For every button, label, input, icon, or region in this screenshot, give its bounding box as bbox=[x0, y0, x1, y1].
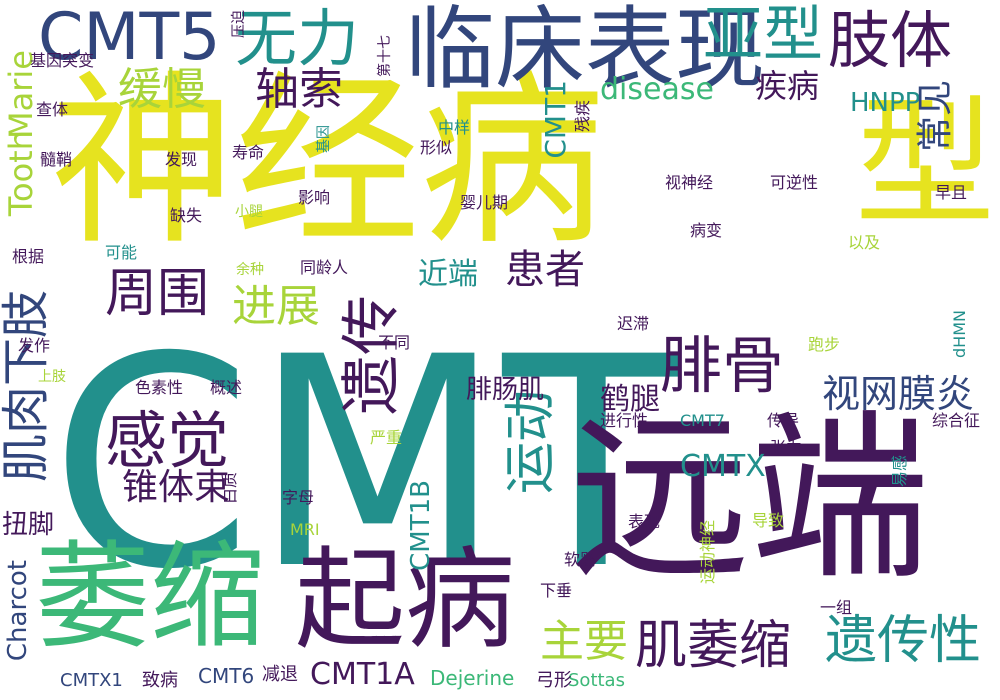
cloud-word: 迟滞 bbox=[617, 314, 650, 333]
cloud-word: HNPP bbox=[850, 88, 921, 118]
cloud-word: 进行性 bbox=[600, 411, 649, 430]
cloud-word: 病变 bbox=[690, 221, 723, 240]
cloud-word: CMTX1 bbox=[60, 670, 123, 691]
cloud-word: 张力 bbox=[770, 438, 803, 457]
cloud-word: 中样 bbox=[438, 118, 471, 137]
cloud-word: CMT5 bbox=[38, 0, 221, 75]
cloud-word: 传导 bbox=[767, 411, 800, 430]
cloud-word: 肌肉下肢 bbox=[0, 290, 54, 483]
cloud-word: 严重 bbox=[370, 428, 403, 447]
cloud-word: 上肢 bbox=[38, 369, 66, 385]
cloud-word: 表现 bbox=[628, 512, 661, 531]
cloud-word: 轴索 bbox=[255, 64, 343, 115]
cloud-word: CMT1 bbox=[539, 80, 572, 159]
cloud-word: 起病 bbox=[295, 536, 515, 664]
cloud-word: 形似 bbox=[420, 138, 453, 157]
cloud-word: 字母 bbox=[282, 488, 315, 507]
cloud-word: 早且 bbox=[935, 183, 968, 202]
cloud-word: 运动 bbox=[501, 390, 561, 495]
cloud-word: 感觉 bbox=[105, 404, 230, 477]
cloud-word: 视神经 bbox=[665, 173, 714, 192]
cloud-word: 神经病 bbox=[50, 54, 605, 270]
cloud-word: 跑步 bbox=[808, 335, 841, 354]
cloud-word: 色素性 bbox=[135, 378, 184, 397]
cloud-word: 压迫 bbox=[231, 10, 247, 38]
cloud-word: 肢体 bbox=[828, 4, 953, 77]
cloud-word: disease bbox=[600, 72, 714, 107]
cloud-word: MRI bbox=[290, 520, 320, 539]
cloud-word: Tooth bbox=[2, 130, 40, 217]
cloud-word: 腓骨 bbox=[660, 329, 785, 402]
cloud-word: Sottas bbox=[568, 670, 625, 691]
cloud-word: 缺失 bbox=[170, 206, 203, 225]
cloud-word: 周围 bbox=[105, 264, 210, 324]
cloud-word: 扭脚 bbox=[2, 510, 55, 540]
cloud-word: 视网膜炎 bbox=[822, 372, 975, 416]
cloud-word: 不同 bbox=[378, 333, 411, 352]
cloud-word: dHMN bbox=[950, 310, 969, 358]
cloud-word: 临床表现 bbox=[405, 0, 765, 102]
cloud-word: 根据 bbox=[12, 247, 45, 266]
cloud-word: Dejerine bbox=[430, 666, 515, 690]
cloud-word: 远端 bbox=[570, 395, 931, 604]
cloud-word: 减退 bbox=[262, 664, 298, 685]
cloud-word: 查体 bbox=[36, 100, 69, 119]
cloud-word: 下垂 bbox=[540, 581, 573, 600]
cloud-word: 无力 bbox=[235, 2, 360, 75]
cloud-word: 鹤腿 bbox=[600, 382, 660, 417]
cloud-word: CMT bbox=[50, 296, 680, 633]
cloud-word: 易感 bbox=[890, 455, 909, 488]
cloud-word: 概述 bbox=[210, 378, 243, 397]
cloud-word: 可能 bbox=[105, 243, 138, 262]
cloud-word: 第十七 bbox=[377, 35, 393, 77]
cloud-word: 以及 bbox=[848, 233, 881, 252]
cloud-word: 可逆性 bbox=[770, 173, 819, 192]
cloud-word: 寿命 bbox=[232, 143, 265, 162]
cloud-word: 婴儿期 bbox=[460, 193, 509, 212]
cloud-word: 缓慢 bbox=[118, 64, 206, 115]
cloud-word: 近端 bbox=[418, 257, 478, 292]
cloud-word: 综合征 bbox=[932, 411, 981, 430]
cloud-word: 髓鞘 bbox=[40, 150, 73, 169]
cloud-word: 锥体束 bbox=[122, 467, 231, 508]
cloud-word: 主要 bbox=[540, 616, 628, 667]
cloud-word: 小腿 bbox=[235, 204, 263, 220]
cloud-word: 遗传 bbox=[337, 295, 407, 415]
cloud-word: Charcot bbox=[3, 560, 33, 662]
cloud-word: 型 bbox=[855, 83, 996, 246]
cloud-word: 软婴 bbox=[564, 550, 597, 569]
cloud-word: 基因 bbox=[316, 125, 332, 153]
cloud-word: 发作 bbox=[18, 336, 51, 355]
cloud-word: CMT1B bbox=[406, 480, 436, 571]
cloud-word: 运动神经 bbox=[698, 520, 717, 585]
cloud-word: 白质 bbox=[220, 472, 239, 505]
cloud-word: 常见 bbox=[915, 80, 956, 153]
cloud-word: 基因突变 bbox=[30, 51, 95, 70]
cloud-word: 致病 bbox=[142, 670, 178, 691]
cloud-word: 同龄人 bbox=[300, 258, 349, 277]
cloud-word: 导致 bbox=[752, 511, 785, 530]
cloud-word: 肌萎缩 bbox=[635, 616, 792, 676]
cloud-word: 遗传性 bbox=[825, 611, 982, 671]
cloud-word: CMT7 bbox=[680, 411, 725, 430]
cloud-word: 腓肠肌 bbox=[466, 375, 545, 405]
cloud-word: 萎缩 bbox=[35, 530, 266, 664]
cloud-word: 发现 bbox=[165, 150, 198, 169]
cloud-word: CMT1A bbox=[310, 657, 415, 692]
cloud-word: CMTX bbox=[680, 449, 766, 484]
cloud-word: 亚型 bbox=[703, 0, 823, 70]
cloud-word: 进展 bbox=[232, 281, 320, 332]
cloud-word: 一组 bbox=[820, 598, 853, 617]
cloud-word: 残疾 bbox=[573, 100, 592, 133]
cloud-word: 患者 bbox=[505, 247, 585, 293]
cloud-word: CMT6 bbox=[198, 664, 255, 688]
cloud-word: 影响 bbox=[298, 188, 331, 207]
cloud-word: 疾病 bbox=[755, 67, 820, 105]
cloud-word: 弓形 bbox=[536, 670, 572, 691]
cloud-word: 余种 bbox=[236, 262, 264, 278]
